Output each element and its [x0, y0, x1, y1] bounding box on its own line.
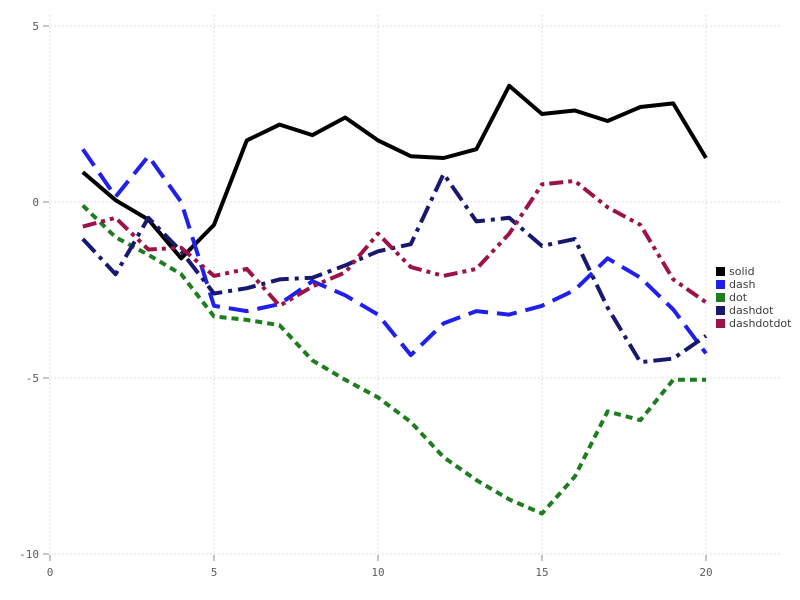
legend-item: dash [716, 278, 791, 291]
series-line-dashdotdot [82, 178, 708, 308]
x-axis-tick-label: 15 [535, 566, 548, 579]
legend-item: dashdot [716, 304, 791, 317]
legend-label: solid [729, 265, 755, 278]
legend-item: solid [716, 265, 791, 278]
x-axis-tick-label: 10 [371, 566, 384, 579]
y-axis-tick-label: -5 [26, 372, 39, 385]
legend-label: dash [729, 278, 756, 291]
y-axis-tick-label: -10 [19, 548, 39, 561]
y-axis-tick-label: 0 [32, 196, 39, 209]
legend-label: dashdotdot [729, 317, 792, 330]
legend-item: dashdotdot [716, 317, 791, 330]
x-axis-tick-label: 5 [211, 566, 218, 579]
legend-label: dot [729, 291, 748, 304]
series-line-dash [81, 148, 708, 358]
legend-swatch-solid [716, 267, 725, 276]
x-axis-tick-label: 20 [699, 566, 712, 579]
legend-label: dashdot [729, 304, 774, 317]
x-axis-tick-label: 0 [47, 566, 54, 579]
series-line-dot [81, 204, 706, 516]
legend-swatch-dashdotdot [716, 319, 725, 328]
legend-swatch-dash [716, 280, 725, 289]
series-line-solid [81, 83, 708, 261]
legend: solid dash dot dashdot dashdotdot [716, 265, 791, 330]
legend-swatch-dot [716, 293, 725, 302]
series-line-dashdot [81, 171, 708, 365]
y-axis-tick-label: 5 [32, 20, 39, 33]
legend-item: dot [716, 291, 791, 304]
legend-swatch-dashdot [716, 306, 725, 315]
